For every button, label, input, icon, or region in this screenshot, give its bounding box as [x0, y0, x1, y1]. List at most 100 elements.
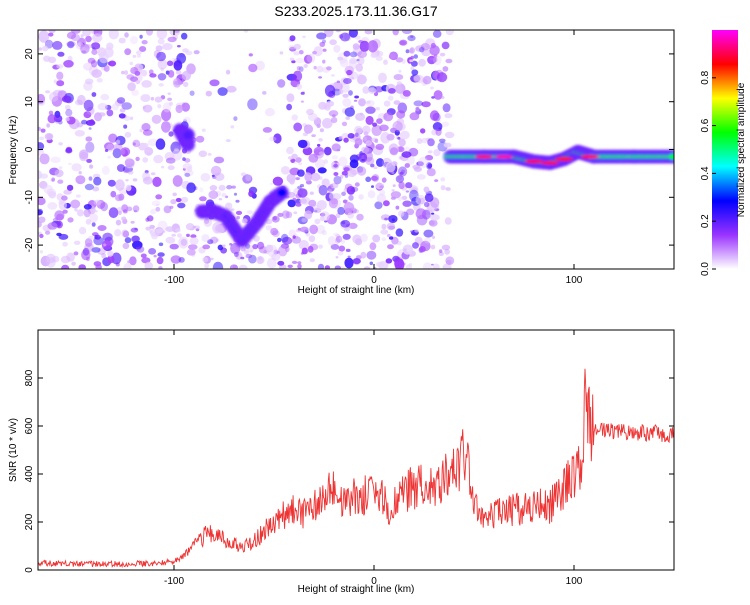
noise-blob	[298, 162, 303, 166]
noise-blob	[308, 235, 316, 243]
noise-blob	[444, 131, 455, 139]
noise-blob	[336, 80, 341, 83]
noise-blob	[333, 44, 341, 53]
noise-blob	[84, 46, 89, 50]
noise-blob	[61, 195, 68, 201]
noise-blob	[151, 200, 161, 207]
noise-blob	[103, 243, 107, 247]
noise-blob	[264, 108, 275, 117]
noise-blob	[394, 258, 405, 269]
noise-blob	[367, 190, 376, 199]
noise-blob	[104, 142, 114, 151]
noise-blob	[168, 101, 173, 106]
noise-blob	[177, 45, 181, 48]
noise-blob	[342, 199, 348, 204]
colorbar-bar	[712, 30, 738, 269]
noise-blob	[177, 233, 182, 238]
noise-blob	[371, 185, 374, 188]
noise-blob	[393, 74, 404, 81]
noise-blob	[144, 261, 153, 269]
noise-blob	[339, 32, 351, 42]
noise-blob	[180, 196, 189, 203]
noise-blob	[310, 172, 321, 182]
noise-blob	[384, 217, 388, 221]
noise-blob	[142, 157, 149, 163]
noise-blob	[373, 166, 378, 170]
noise-blob	[312, 50, 317, 55]
noise-blob	[317, 143, 321, 147]
noise-blob	[183, 81, 189, 88]
noise-blob	[198, 150, 208, 158]
noise-blob	[295, 202, 302, 207]
noise-blob	[291, 260, 298, 264]
noise-blob	[52, 217, 59, 222]
noise-blob	[416, 161, 424, 167]
snr-ytick-label-0: 0	[24, 567, 35, 573]
noise-blob	[330, 117, 338, 124]
noise-blob	[132, 205, 140, 213]
noise-blob	[300, 100, 304, 103]
noise-blob	[175, 104, 183, 114]
noise-blob	[177, 202, 186, 209]
noise-blob	[335, 30, 341, 33]
noise-blob	[375, 261, 384, 268]
noise-blob	[423, 186, 430, 193]
noise-blob	[302, 123, 307, 127]
noise-blob	[349, 159, 359, 169]
ridge-mid-2	[277, 188, 287, 197]
noise-blob	[39, 136, 45, 141]
noise-blob	[354, 125, 363, 135]
ridge-mid-1	[183, 131, 193, 140]
noise-blob	[357, 73, 364, 80]
noise-blob	[319, 128, 324, 133]
noise-blob	[415, 106, 420, 111]
noise-blob	[134, 227, 138, 231]
noise-blob	[150, 172, 156, 176]
noise-blob	[52, 89, 63, 97]
noise-blob	[352, 258, 361, 265]
noise-blob	[53, 79, 57, 84]
noise-blob	[154, 96, 163, 103]
noise-blob	[365, 140, 373, 146]
noise-blob	[376, 193, 387, 203]
noise-blob	[375, 107, 381, 111]
noise-blob	[136, 50, 142, 55]
noise-blob	[442, 103, 451, 113]
noise-blob	[141, 69, 148, 77]
noise-blob	[445, 187, 451, 191]
noise-blob	[151, 114, 162, 124]
noise-blob	[367, 40, 378, 53]
noise-blob	[58, 199, 64, 205]
noise-blob	[339, 58, 349, 68]
noise-blob	[379, 189, 386, 196]
noise-blob	[114, 229, 122, 237]
noise-blob	[328, 110, 339, 117]
noise-blob	[64, 104, 71, 111]
noise-blob	[106, 109, 114, 117]
noise-blob	[113, 143, 123, 151]
noise-blob	[80, 34, 84, 38]
noise-blob	[311, 134, 316, 138]
noise-blob	[215, 224, 224, 233]
noise-blob	[316, 65, 324, 73]
noise-blob	[328, 192, 335, 200]
noise-blob	[338, 89, 344, 95]
noise-blob	[281, 236, 293, 245]
noise-blob	[354, 132, 359, 137]
noise-blob	[401, 151, 412, 158]
noise-blob	[316, 200, 327, 210]
noise-blob	[428, 219, 438, 227]
noise-blob	[343, 202, 355, 213]
noise-blob	[395, 57, 404, 63]
noise-blob	[268, 136, 277, 142]
noise-blob	[189, 237, 199, 245]
noise-blob	[287, 264, 293, 268]
noise-blob	[38, 216, 46, 223]
noise-blob	[66, 184, 74, 191]
noise-blob	[380, 229, 389, 235]
noise-blob	[124, 158, 135, 167]
noise-blob	[47, 114, 57, 124]
noise-blob	[354, 182, 360, 187]
noise-blob	[43, 55, 51, 62]
noise-blob	[392, 184, 396, 188]
